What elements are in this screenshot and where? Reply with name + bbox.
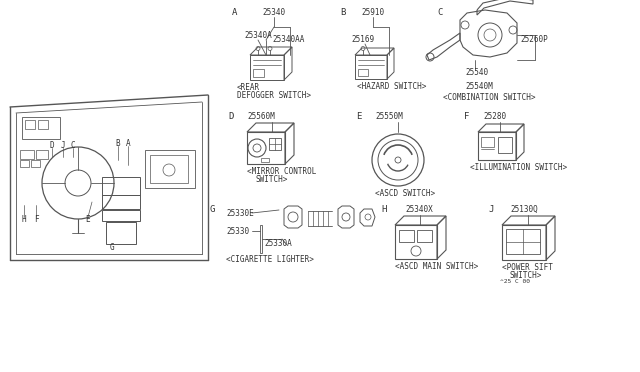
Bar: [31, 160, 40, 167]
Text: D: D: [50, 141, 54, 150]
Text: 25169: 25169: [351, 35, 374, 44]
Bar: [269, 138, 281, 150]
Text: H: H: [381, 205, 387, 214]
Text: ^25 C 00: ^25 C 00: [500, 279, 530, 284]
Text: B: B: [116, 138, 120, 148]
Text: F: F: [34, 215, 38, 224]
Bar: [478, 132, 516, 160]
Text: C: C: [437, 8, 442, 17]
Bar: [498, 137, 512, 153]
Text: C: C: [70, 141, 76, 150]
Text: DEFOGGER SWITCH>: DEFOGGER SWITCH>: [237, 91, 311, 100]
Bar: [506, 229, 540, 254]
Bar: [102, 195, 140, 209]
Text: G: G: [210, 205, 216, 214]
Bar: [395, 225, 437, 259]
Text: 25560M: 25560M: [247, 112, 275, 121]
Bar: [261, 158, 269, 162]
Text: <POWER SIFT: <POWER SIFT: [502, 263, 553, 272]
Bar: [250, 55, 284, 80]
Text: <CIGARETTE LIGHTER>: <CIGARETTE LIGHTER>: [226, 255, 314, 264]
Text: SWITCH>: SWITCH>: [256, 175, 289, 184]
Bar: [20, 150, 34, 159]
Bar: [358, 69, 368, 76]
Text: 25340X: 25340X: [405, 205, 433, 214]
Text: A: A: [232, 8, 237, 17]
Text: <HAZARD SWITCH>: <HAZARD SWITCH>: [357, 82, 426, 91]
Bar: [481, 137, 494, 147]
Text: 25260P: 25260P: [520, 35, 548, 45]
Text: 25330E: 25330E: [226, 208, 253, 218]
Bar: [145, 150, 195, 188]
Text: <REAR: <REAR: [237, 83, 260, 92]
Bar: [102, 177, 140, 195]
Bar: [102, 210, 140, 221]
Bar: [247, 132, 285, 164]
Bar: [502, 225, 546, 260]
Text: 25550M: 25550M: [375, 112, 403, 121]
Text: 25280: 25280: [483, 112, 506, 121]
Text: SWITCH>: SWITCH>: [510, 271, 542, 280]
Text: 25340: 25340: [262, 8, 285, 17]
Bar: [22, 117, 60, 139]
Bar: [260, 225, 262, 253]
Bar: [150, 155, 188, 183]
Bar: [36, 150, 48, 159]
Text: 25340AA: 25340AA: [272, 35, 305, 44]
Bar: [106, 222, 136, 244]
Text: <MIRROR CONTROL: <MIRROR CONTROL: [247, 167, 316, 176]
Text: <ILLUMINATION SWITCH>: <ILLUMINATION SWITCH>: [470, 163, 567, 172]
Bar: [38, 120, 48, 129]
Text: 25330A: 25330A: [264, 238, 292, 247]
Text: E: E: [86, 215, 90, 224]
Text: F: F: [464, 112, 469, 121]
Text: 25910: 25910: [362, 8, 385, 17]
Text: <ASCD SWITCH>: <ASCD SWITCH>: [375, 189, 435, 198]
Text: G: G: [109, 243, 115, 251]
Bar: [417, 230, 432, 242]
Text: <COMBINATION SWITCH>: <COMBINATION SWITCH>: [443, 93, 536, 102]
Text: B: B: [340, 8, 346, 17]
Text: 25540: 25540: [465, 68, 488, 77]
Text: <ASCD MAIN SWITCH>: <ASCD MAIN SWITCH>: [395, 262, 478, 271]
Text: H: H: [22, 215, 26, 224]
Text: E: E: [356, 112, 362, 121]
Text: 25340A: 25340A: [244, 31, 272, 40]
Text: 25130Q: 25130Q: [510, 205, 538, 214]
Bar: [25, 120, 35, 129]
Bar: [20, 160, 29, 167]
Text: A: A: [125, 138, 131, 148]
Text: J: J: [61, 141, 65, 150]
Text: D: D: [228, 112, 234, 121]
Bar: [355, 55, 387, 79]
Bar: [399, 230, 414, 242]
Text: J: J: [488, 205, 493, 214]
Text: 25330: 25330: [226, 227, 249, 235]
Bar: [253, 69, 264, 77]
Text: 25540M: 25540M: [465, 82, 493, 91]
